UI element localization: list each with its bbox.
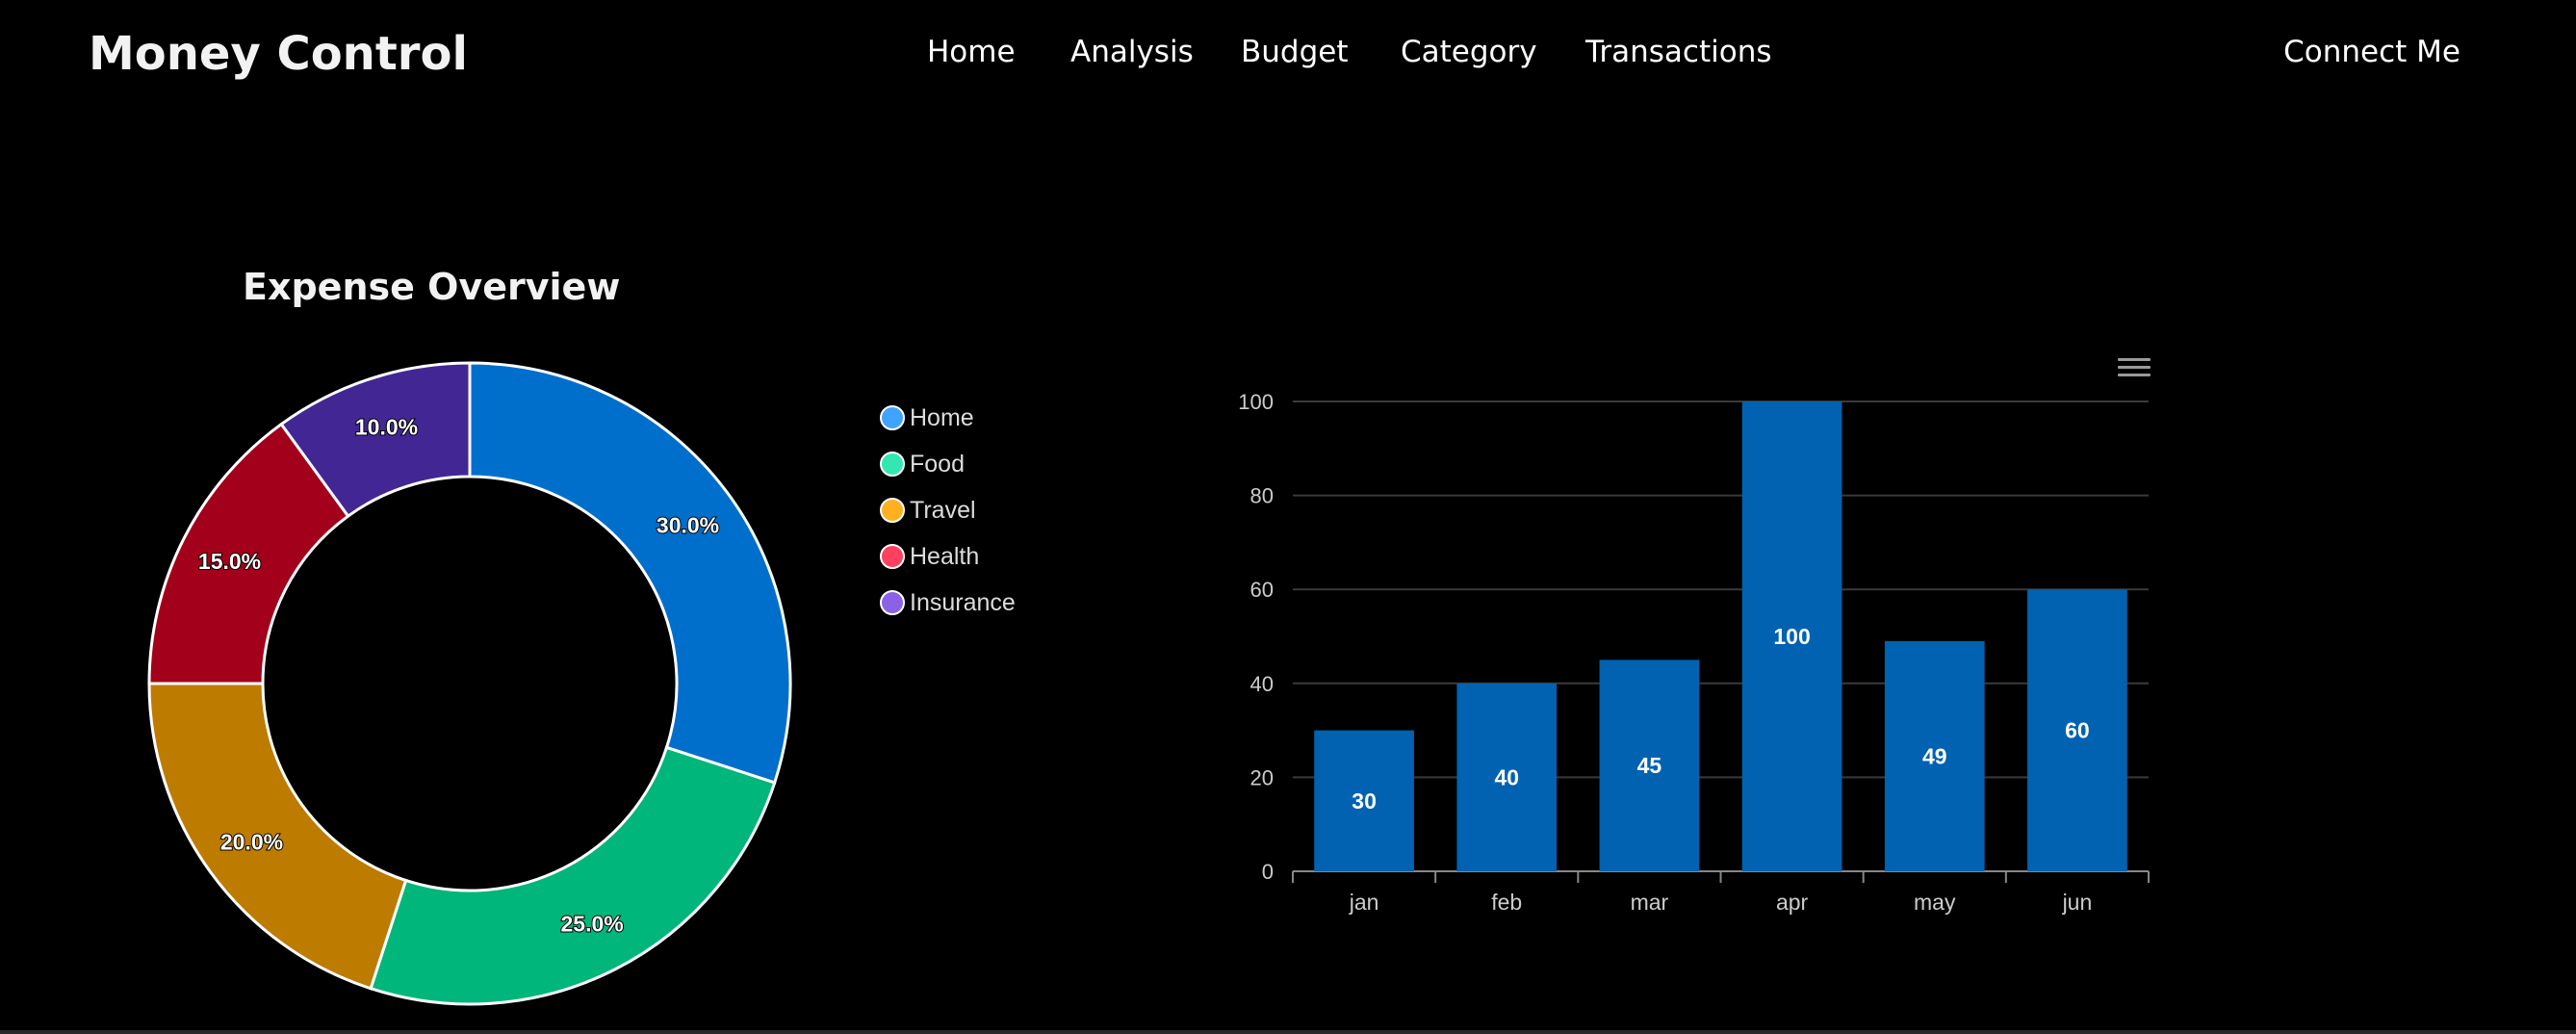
legend-label: Insurance [910,588,1016,616]
bar-value-label: 40 [1494,764,1519,789]
bar-value-label: 60 [2065,718,2090,743]
legend-swatch [880,405,905,430]
legend-item-home[interactable]: Home [880,395,1016,441]
x-tick-label: mar [1631,890,1669,915]
donut-slice-label: 30.0% [657,512,719,537]
y-tick-label: 40 [1250,672,1274,696]
donut-slice-insurance[interactable] [279,361,472,519]
legend-label: Home [910,403,974,431]
donut-slice-label: 15.0% [198,549,261,574]
legend-label: Travel [910,496,976,524]
legend-item-health[interactable]: Health [880,533,1016,580]
page-bottom-border [0,1030,2576,1034]
app-brand: Money Control [89,27,468,81]
y-tick-label: 60 [1250,578,1274,602]
bar-apr[interactable] [1741,401,1842,871]
bar-value-label: 49 [1922,743,1947,768]
y-tick-label: 20 [1250,765,1274,789]
nav-analysis[interactable]: Analysis [1070,35,1194,69]
donut-slice-home[interactable] [468,361,792,785]
bar-feb[interactable] [1456,683,1558,871]
nav-category[interactable]: Category [1401,35,1537,69]
bar-may[interactable] [1884,640,1985,871]
nav-home[interactable]: Home [927,35,1016,69]
x-tick-label: jun [2062,890,2093,915]
donut-slice-label: 25.0% [561,911,624,936]
legend-label: Food [910,450,965,478]
x-tick-label: may [1914,890,1956,915]
bar-mar[interactable] [1599,659,1700,871]
connect-me-link[interactable]: Connect Me [2283,35,2460,69]
legend-item-food[interactable]: Food [880,441,1016,487]
x-tick-label: jan [1349,890,1379,915]
donut-slice-food[interactable] [369,745,777,1006]
y-tick-label: 0 [1262,860,1274,884]
legend-swatch [880,544,905,569]
monthly-bar-chart: 0 20 40 60 80 100 30 jan 40 feb 45 mar 100 apr 49 may 60… [1238,390,2150,915]
bar-jun[interactable] [2027,589,2127,871]
legend-item-insurance[interactable]: Insurance [880,580,1016,626]
legend-label: Health [910,542,980,570]
nav-transactions[interactable]: Transactions [1585,35,1772,69]
legend-swatch [880,498,905,523]
donut-slice-label: 10.0% [355,415,418,440]
donut-slice-travel[interactable] [147,682,408,991]
legend-item-travel[interactable]: Travel [880,487,1016,533]
bar-value-label: 45 [1637,753,1662,778]
y-tick-label: 100 [1238,390,1274,414]
donut-slice-label: 20.0% [220,830,283,855]
legend-swatch [880,590,905,615]
donut-legend: Home Food Travel Health Insurance [880,395,1016,626]
nav-budget[interactable]: Budget [1241,35,1349,69]
bar-value-label: 100 [1773,624,1810,649]
bar-value-label: 30 [1352,788,1377,814]
chart-menu-icon[interactable] [2118,354,2151,379]
bar-jan[interactable] [1314,730,1414,871]
y-tick-label: 80 [1250,484,1274,508]
donut-chart-title: Expense Overview [243,266,621,308]
expense-donut-chart: 30.0% 25.0% 20.0% 15.0% 10.0% [147,361,792,1006]
x-tick-label: apr [1776,890,1809,915]
x-tick-label: feb [1491,890,1522,915]
legend-swatch [880,452,905,477]
